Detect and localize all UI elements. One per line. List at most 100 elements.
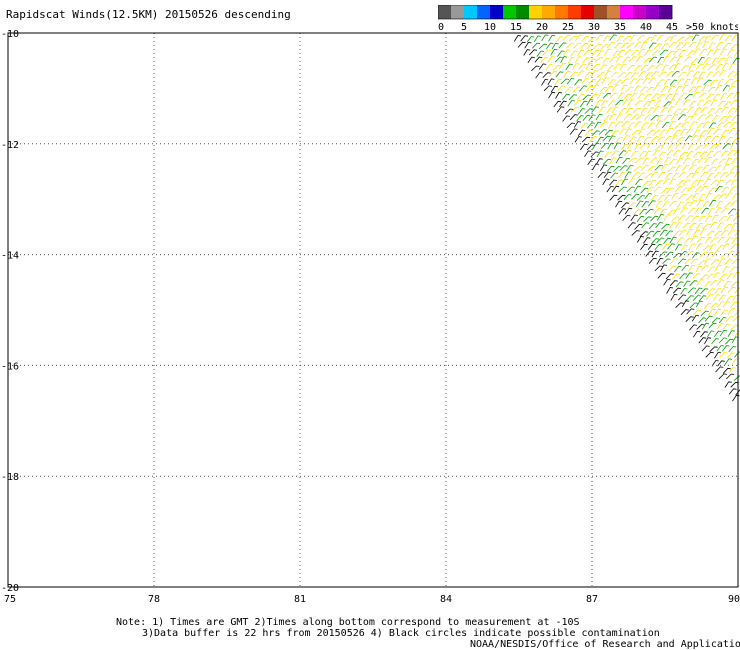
wind-barb	[730, 142, 737, 150]
wind-barb	[680, 309, 689, 316]
wind-barb	[635, 157, 644, 164]
wind-barb	[636, 114, 645, 121]
map-title: Rapidscat Winds(12.5KM) 20150526 descend…	[6, 8, 291, 21]
wind-barb	[635, 78, 644, 85]
wind-barb	[674, 123, 684, 129]
wind-barb	[721, 106, 729, 113]
wind-barb	[610, 172, 619, 179]
wind-barb	[706, 273, 715, 280]
wind-barb	[714, 142, 723, 150]
wind-barb	[703, 100, 712, 106]
wind-barb	[686, 106, 695, 114]
wind-barb	[647, 99, 655, 107]
wind-barb	[586, 144, 595, 151]
wind-barb	[679, 108, 688, 115]
wind-barb	[648, 257, 657, 264]
wind-barb	[617, 172, 626, 179]
wind-barb	[686, 150, 694, 158]
wind-barb	[687, 50, 696, 57]
wind-barb	[676, 136, 685, 143]
wind-barb	[718, 135, 726, 143]
wind-barb	[574, 79, 582, 86]
wind-barb	[663, 78, 671, 86]
wind-barb	[661, 187, 670, 194]
lon-tick-labels: 75 78 81 84 87 90	[4, 594, 740, 605]
wind-barb	[634, 41, 642, 49]
wind-barb	[710, 280, 719, 287]
wind-barb	[687, 287, 697, 294]
wind-barb	[606, 165, 615, 172]
wind-barb	[652, 230, 661, 237]
wind-barb	[679, 151, 688, 158]
wind-barb	[719, 352, 728, 358]
colorbar-label: 5	[461, 22, 467, 33]
wind-barb	[655, 200, 663, 208]
wind-barb	[661, 122, 670, 129]
wind-barb	[701, 345, 710, 352]
wind-barb	[718, 337, 727, 344]
wind-barb	[695, 63, 704, 70]
wind-barb	[582, 94, 591, 101]
wind-barb	[709, 346, 718, 352]
note-line-3: NOAA/NESDIS/Office of Research and Appli…	[470, 639, 740, 650]
colorbar-swatch	[581, 5, 595, 19]
wind-barb	[576, 93, 585, 100]
colorbar-swatch	[620, 5, 634, 19]
wind-barb	[602, 178, 610, 186]
wind-barb	[616, 35, 624, 42]
wind-barb	[630, 72, 639, 79]
wind-barb	[720, 172, 729, 179]
wind-barb	[721, 63, 730, 70]
wind-barb	[650, 35, 658, 42]
wind-barb	[727, 229, 736, 236]
wind-barb	[705, 192, 712, 200]
wind-barb	[643, 136, 652, 143]
wind-barb	[722, 85, 730, 92]
wind-barb	[651, 50, 661, 56]
wind-barb	[658, 151, 666, 158]
wind-barb	[635, 200, 644, 208]
wind-barb	[713, 330, 722, 338]
lon-tick-label: 90	[728, 594, 740, 605]
wind-barb	[542, 49, 552, 56]
wind-barb	[698, 295, 707, 302]
wind-barb	[717, 301, 726, 308]
wind-barb	[556, 106, 565, 113]
wind-barb	[573, 121, 582, 128]
colorbar-swatches	[438, 5, 673, 20]
wind-barb	[699, 228, 707, 236]
wind-barb	[683, 56, 692, 63]
wind-barb	[720, 286, 728, 294]
wind-barb	[707, 166, 717, 173]
wind-barb	[586, 43, 594, 50]
wind-barb	[644, 72, 653, 79]
wind-barb	[567, 56, 575, 64]
wind-barb	[700, 331, 708, 338]
wind-barb	[724, 358, 733, 365]
wind-barb	[591, 106, 599, 113]
wind-barb	[706, 251, 714, 259]
wind-barb	[613, 63, 622, 70]
wind-barb	[626, 164, 634, 172]
wind-barb	[729, 122, 738, 128]
wind-barb	[725, 316, 734, 322]
wind-barb	[720, 208, 729, 214]
colorbar-swatch	[503, 5, 517, 19]
wind-barb	[706, 172, 715, 180]
wind-barb	[682, 157, 691, 164]
wind-barb	[694, 86, 702, 93]
wind-barb	[636, 195, 646, 201]
wind-barb	[732, 294, 740, 301]
wind-barb	[591, 49, 600, 56]
wind-barb	[734, 330, 740, 338]
wind-barb	[524, 41, 532, 49]
wind-barb	[700, 185, 709, 192]
wind-barb	[657, 56, 665, 64]
wind-barb	[667, 209, 676, 216]
wind-barb	[730, 158, 739, 165]
wind-barb	[726, 49, 735, 56]
wind-barb	[685, 272, 693, 279]
wind-barb	[565, 63, 573, 71]
wind-barb	[730, 222, 738, 230]
wind-barb	[617, 194, 626, 201]
